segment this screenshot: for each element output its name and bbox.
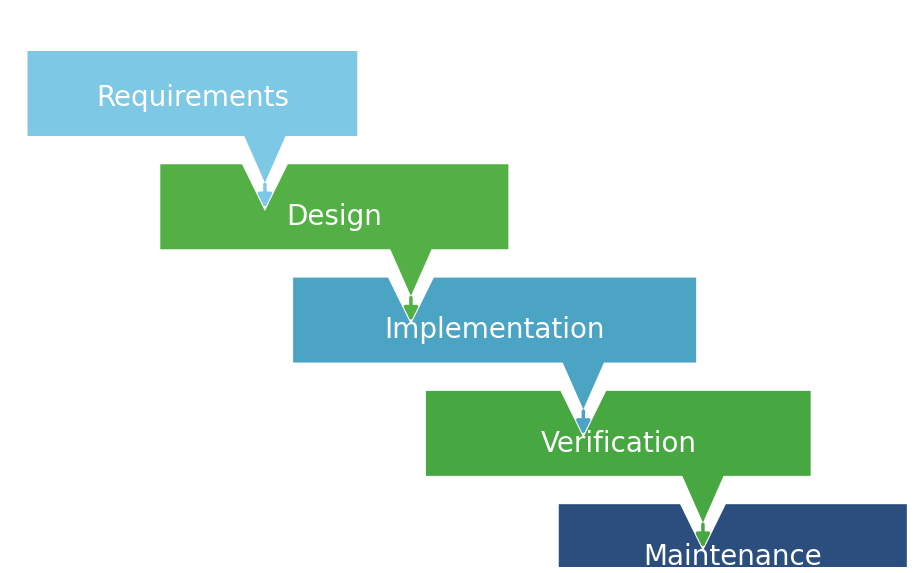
Polygon shape [293, 277, 696, 409]
Text: Design: Design [287, 203, 382, 231]
Polygon shape [426, 391, 811, 523]
Polygon shape [559, 504, 907, 573]
Text: Implementation: Implementation [385, 316, 605, 344]
Polygon shape [27, 51, 357, 183]
Text: Requirements: Requirements [96, 84, 289, 112]
Polygon shape [160, 164, 508, 296]
Text: Verification: Verification [540, 430, 696, 458]
Text: Maintenance: Maintenance [643, 543, 823, 571]
